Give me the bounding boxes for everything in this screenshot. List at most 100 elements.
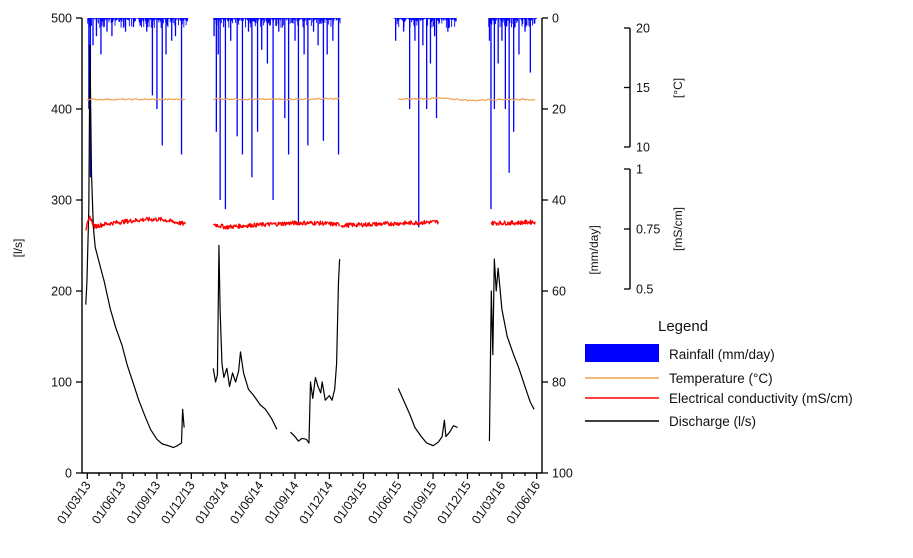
rainfall-bar (161, 18, 163, 146)
rainfall-bar (162, 18, 164, 24)
rainfall-bar (327, 18, 329, 21)
rainfall-bar (535, 18, 537, 19)
rainfall-bar (229, 18, 231, 20)
rainfall-bar (139, 18, 141, 26)
rainfall-bar (417, 18, 419, 22)
rainfall-bar (299, 18, 301, 20)
rainfall-bar (432, 18, 434, 21)
rainfall-bar (119, 18, 120, 22)
rainfall-bar (325, 18, 327, 20)
rainfall-bar (448, 18, 450, 28)
rainfall-bar (116, 18, 118, 20)
rainfall-bar (180, 18, 183, 155)
rainfall-bar (296, 18, 298, 22)
rainfall-bar (304, 18, 306, 21)
rainfall-bar (507, 18, 509, 21)
rainfall-bar (291, 18, 293, 23)
rainfall-bar (429, 18, 431, 19)
rainfall-bar (235, 18, 237, 23)
rainfall-bar (287, 18, 289, 20)
rainfall-bar (517, 18, 518, 22)
legend-swatch-rainfall (585, 344, 659, 362)
rainfall-bar (293, 18, 295, 20)
x-tick-label: 01/12/13 (158, 479, 197, 527)
rainfall-bar (218, 18, 220, 20)
rainfall-bar (505, 18, 507, 27)
rainfall-bar (128, 18, 130, 27)
x-tick-label: 01/12/15 (435, 479, 474, 527)
rainfall-bar (504, 18, 507, 109)
rainfall-bar (256, 18, 259, 132)
rainfall-bar (129, 18, 131, 19)
rainfall-bar (95, 18, 98, 37)
rainfall-bar (172, 18, 174, 24)
rainfall-bar (272, 18, 274, 200)
rainfall-bar (231, 18, 233, 22)
rainfall-bar (393, 18, 395, 19)
rainfall-bar (171, 18, 173, 41)
rainfall-bar (148, 18, 150, 27)
rainfall-bar (335, 18, 337, 21)
rainfall-bar (399, 18, 401, 19)
rainfall-bar (454, 18, 456, 27)
rainfall-bar (183, 18, 185, 28)
rainfall-bar (173, 18, 175, 19)
rainfall-bar (242, 18, 244, 22)
rainfall-bar (281, 18, 283, 19)
rainfall-bar (269, 18, 271, 26)
rainfall-bar (316, 18, 318, 20)
rainfall-bar (147, 18, 148, 28)
rainfall-bar (118, 18, 120, 22)
rainfall-bar (248, 18, 250, 21)
rainfall-bar (137, 18, 139, 19)
rainfall-bar (124, 18, 126, 20)
rainfall-bar (339, 18, 341, 24)
rainfall-bar (247, 18, 249, 21)
rainfall-bar (238, 18, 240, 25)
rainfall-bar (312, 18, 314, 23)
discharge-tick-label: 500 (51, 12, 72, 26)
rainfall-bar (535, 18, 537, 20)
rainfall-bar (418, 18, 420, 228)
rainfall-bar (178, 18, 180, 19)
rainfall-bar (508, 18, 510, 173)
rainfall-bar (279, 18, 280, 19)
rainfall-bar (222, 18, 224, 20)
legend-title: Legend (658, 318, 708, 335)
temperature-tick-label: 15 (636, 81, 650, 95)
rainfall-bar (274, 18, 276, 20)
rainfall-bar (245, 18, 247, 19)
rainfall-bar (519, 18, 521, 19)
rainfall-bar (334, 18, 336, 19)
rainfall-bar (103, 18, 105, 28)
rainfall-bar (398, 18, 400, 28)
x-tick-label: 01/06/14 (227, 479, 266, 527)
conductivity-line (85, 215, 186, 231)
rainfall-bar (510, 18, 512, 19)
rainfall-bar (337, 18, 339, 19)
rainfall-bar (215, 18, 217, 132)
rainfall-bar (314, 18, 316, 20)
rainfall-bar (526, 18, 528, 19)
rainfall-bar (104, 18, 106, 21)
rainfall-bar (525, 18, 527, 28)
conductivity-line (340, 219, 439, 228)
rainfall-bar (125, 18, 127, 19)
rainfall-bar (266, 18, 269, 64)
rainfall-bar (283, 18, 285, 20)
rainfall-bar (328, 18, 330, 25)
rainfall-bar (285, 18, 287, 21)
x-tick-label: 01/03/16 (469, 479, 508, 527)
rainfall-bar (446, 18, 448, 20)
rainfall-bar (268, 18, 270, 24)
rainfall-bar (226, 18, 228, 19)
rainfall-bar (154, 18, 156, 21)
data-lines (85, 44, 536, 449)
rainfall-bar (400, 18, 402, 20)
rainfall-bar (164, 18, 166, 20)
temperature-tick-label: 20 (636, 22, 650, 36)
rainfall-bar (131, 18, 133, 27)
rainfall-bar (107, 18, 109, 19)
x-tick-label: 01/03/14 (192, 479, 231, 527)
